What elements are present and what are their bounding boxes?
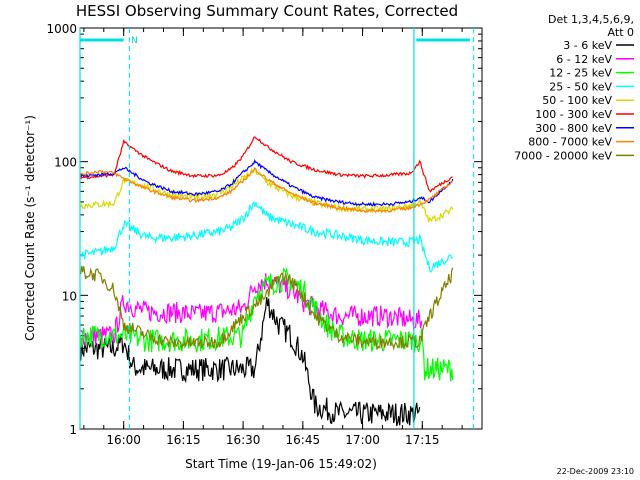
legend-label: 25 - 50 keV: [549, 80, 612, 93]
marker-n: N: [131, 36, 138, 46]
x-tick-label: 16:45: [286, 433, 321, 447]
x-tick-label: 16:30: [226, 433, 261, 447]
x-tick-label: 17:15: [405, 433, 440, 447]
series-line: [80, 297, 421, 426]
series-25-50-kev: [80, 200, 454, 273]
legend-label: 50 - 100 keV: [542, 94, 612, 107]
legend-label: 12 - 25 keV: [549, 67, 612, 80]
x-axis-label: Start Time (19-Jan-06 15:49:02): [185, 457, 377, 471]
series-line: [80, 273, 423, 347]
series-line: [80, 200, 454, 273]
legend-label: 6 - 12 keV: [556, 53, 612, 66]
x-axis: 16:00 16:15 16:30 16:45 17:00 17:15: [83, 28, 463, 447]
plot-frame: [79, 27, 483, 430]
series-3-6-kev: [80, 297, 421, 426]
series-line: [80, 167, 454, 214]
y-axis-label: Corrected Count Rate (s⁻¹ detector⁻¹): [23, 115, 37, 341]
timestamp: 22-Dec-2009 23:10: [557, 467, 634, 476]
series-800-7000-kev: [80, 167, 454, 214]
y-tick-label: 10: [62, 289, 77, 303]
legend-label: 7000 - 20000 keV: [514, 149, 612, 162]
x-tick-label: 16:15: [166, 433, 201, 447]
series-7000-20000-kev: [80, 265, 454, 351]
series-line: [80, 136, 453, 193]
legend-label: 300 - 800 keV: [535, 122, 612, 135]
legend-label: 3 - 6 keV: [563, 39, 612, 52]
y-tick-label: 1000: [46, 22, 77, 36]
series-line: [80, 265, 454, 351]
legend-label: 100 - 300 keV: [535, 108, 612, 121]
chart-title: HESSI Observing Summary Count Rates, Cor…: [76, 2, 458, 20]
series-layer: [80, 136, 454, 426]
overlay-layer: N: [79, 28, 475, 429]
series-300-800-kev: [80, 158, 454, 207]
legend-label: 800 - 7000 keV: [528, 136, 612, 149]
legend-header-2: Att 0: [608, 26, 634, 39]
series-line: [80, 158, 454, 207]
y-axis: 1 10 100 1000: [46, 22, 482, 437]
x-tick-label: 16:00: [106, 433, 141, 447]
x-tick-label: 17:00: [345, 433, 380, 447]
y-tick-label: 100: [54, 156, 77, 170]
y-tick-label: 1: [69, 423, 77, 437]
series-100-300-kev: [80, 136, 454, 193]
legend-header-1: Det 1,3,4,5,6,9,: [548, 13, 634, 26]
